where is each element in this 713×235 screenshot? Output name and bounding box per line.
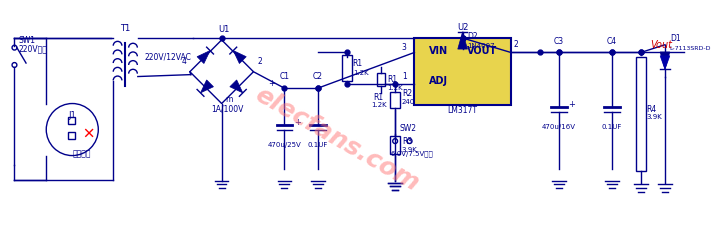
Text: SW1: SW1 — [19, 36, 36, 45]
Text: VIN: VIN — [429, 46, 448, 56]
Text: 470u/25V: 470u/25V — [267, 142, 301, 148]
Text: D2: D2 — [468, 32, 478, 41]
Text: 1: 1 — [402, 72, 406, 82]
Text: 0.1UF: 0.1UF — [308, 142, 328, 148]
Text: 1A/100V: 1A/100V — [211, 104, 244, 113]
Text: D1: D1 — [670, 34, 680, 43]
Text: U1: U1 — [218, 25, 230, 34]
Text: SW2: SW2 — [400, 124, 417, 133]
Bar — [376, 73, 384, 86]
Text: 电源插座: 电源插座 — [73, 149, 91, 158]
Text: L-7113SRD-D: L-7113SRD-D — [670, 46, 712, 51]
Text: C4: C4 — [607, 37, 617, 46]
Text: C2: C2 — [313, 72, 323, 81]
Text: U2: U2 — [457, 23, 468, 32]
Text: R1: R1 — [387, 75, 398, 84]
Text: 6.0V/7.5V切换: 6.0V/7.5V切换 — [390, 151, 433, 157]
Text: 220V/12VAC: 220V/12VAC — [145, 52, 191, 61]
Polygon shape — [230, 80, 243, 93]
FancyBboxPatch shape — [414, 38, 511, 106]
Polygon shape — [660, 56, 670, 69]
Text: 4: 4 — [181, 57, 186, 66]
Text: 220V开关: 220V开关 — [19, 44, 47, 53]
Text: 1.2K: 1.2K — [353, 70, 369, 76]
Text: 1.2K: 1.2K — [371, 102, 386, 108]
Text: VOUT: VOUT — [468, 46, 498, 56]
Text: 3: 3 — [402, 43, 406, 51]
Text: +: + — [268, 79, 275, 88]
Text: 1N4007: 1N4007 — [468, 43, 495, 49]
Text: 1.2K: 1.2K — [387, 85, 403, 91]
Text: 3.9K: 3.9K — [647, 114, 662, 120]
Text: R1: R1 — [374, 93, 384, 102]
Bar — [68, 117, 75, 124]
Text: R2: R2 — [402, 89, 412, 98]
Text: R1: R1 — [353, 59, 363, 68]
Text: Vout: Vout — [651, 40, 672, 50]
Text: 3.9K: 3.9K — [402, 147, 418, 153]
Text: 2: 2 — [257, 57, 262, 66]
Text: LM317T: LM317T — [448, 106, 478, 115]
Text: ADJ: ADJ — [429, 76, 448, 86]
Polygon shape — [233, 51, 246, 63]
Text: 2: 2 — [513, 40, 518, 49]
Polygon shape — [660, 52, 670, 69]
Bar — [68, 133, 75, 139]
Text: R3: R3 — [402, 137, 412, 146]
Text: T1: T1 — [120, 24, 130, 33]
Text: C1: C1 — [279, 72, 289, 81]
Text: +: + — [568, 101, 575, 110]
Bar — [342, 55, 352, 81]
Bar — [390, 136, 400, 154]
Text: 470u/16V: 470u/16V — [542, 124, 576, 130]
Text: 0.1UF: 0.1UF — [602, 124, 622, 130]
Bar — [636, 57, 646, 171]
Text: R4: R4 — [647, 105, 657, 114]
Polygon shape — [200, 80, 213, 93]
Text: J1: J1 — [68, 111, 76, 120]
Bar — [390, 92, 400, 108]
Polygon shape — [458, 32, 468, 49]
Text: m: m — [225, 95, 233, 104]
Text: 240: 240 — [402, 99, 415, 105]
Text: elecfans.com: elecfans.com — [251, 82, 424, 196]
Polygon shape — [197, 51, 210, 63]
Text: +: + — [294, 118, 301, 127]
Text: C3: C3 — [554, 37, 564, 46]
